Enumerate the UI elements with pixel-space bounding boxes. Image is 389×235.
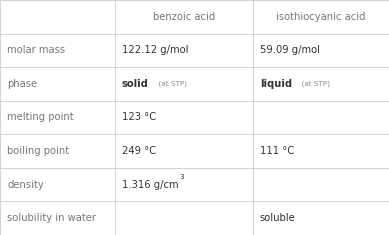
Text: (at STP): (at STP)	[154, 81, 187, 87]
Text: solid: solid	[122, 79, 149, 89]
Text: 249 °C: 249 °C	[122, 146, 156, 156]
Text: phase: phase	[7, 79, 37, 89]
Text: 123 °C: 123 °C	[122, 113, 156, 122]
Text: isothiocyanic acid: isothiocyanic acid	[276, 12, 366, 22]
Text: benzoic acid: benzoic acid	[152, 12, 215, 22]
Text: 111 °C: 111 °C	[260, 146, 294, 156]
Text: 59.09 g/mol: 59.09 g/mol	[260, 45, 320, 55]
Text: soluble: soluble	[260, 213, 296, 223]
Text: liquid: liquid	[260, 79, 292, 89]
Text: (at STP): (at STP)	[297, 81, 330, 87]
Text: 1.316 g/cm: 1.316 g/cm	[122, 180, 179, 190]
Text: boiling point: boiling point	[7, 146, 69, 156]
Text: density: density	[7, 180, 44, 190]
Text: solubility in water: solubility in water	[7, 213, 96, 223]
Text: melting point: melting point	[7, 113, 74, 122]
Text: 122.12 g/mol: 122.12 g/mol	[122, 45, 188, 55]
Text: 3: 3	[179, 174, 184, 180]
Text: molar mass: molar mass	[7, 45, 65, 55]
